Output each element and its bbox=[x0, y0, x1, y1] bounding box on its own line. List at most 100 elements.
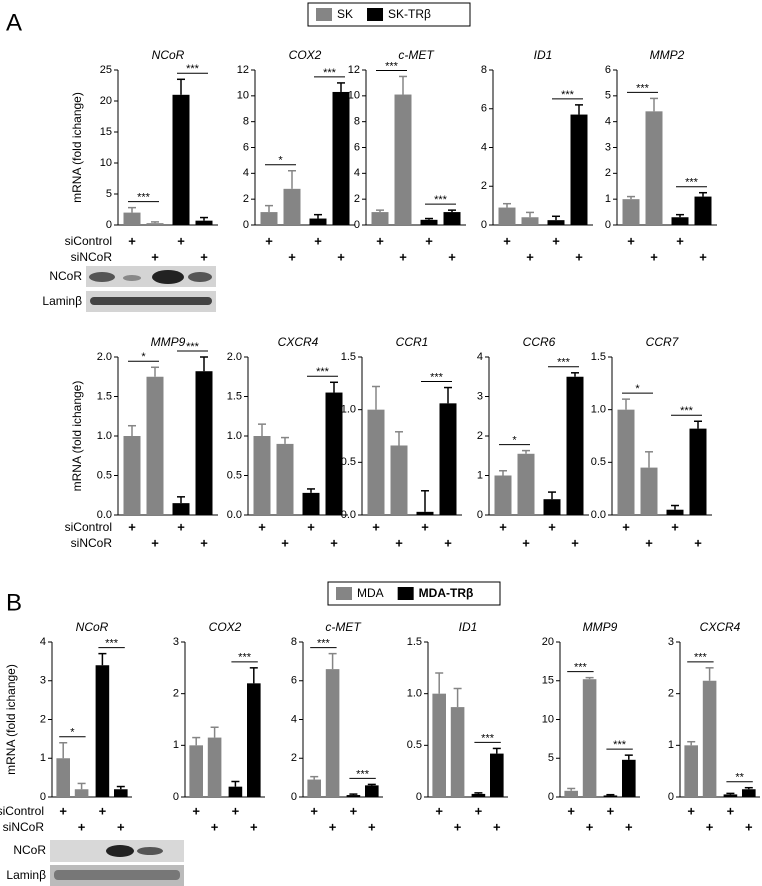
condition-mark: + bbox=[128, 233, 136, 248]
y-tick-label: 4 bbox=[605, 116, 611, 128]
condition-mark: + bbox=[372, 519, 380, 534]
y-tick-label: 8 bbox=[291, 636, 297, 648]
condition-mark: + bbox=[288, 249, 296, 264]
bar bbox=[365, 785, 379, 797]
condition-mark: + bbox=[368, 819, 376, 834]
bar bbox=[666, 509, 684, 515]
sig-label: *** bbox=[680, 405, 694, 417]
y-tick-label: 0.5 bbox=[591, 456, 606, 468]
y-tick-label: 1 bbox=[173, 739, 179, 751]
bar bbox=[253, 436, 271, 515]
chart-title: CXCR4 bbox=[700, 620, 741, 634]
y-axis-label: mRNA (fold ichange) bbox=[70, 92, 84, 203]
bar bbox=[671, 217, 689, 225]
y-tick-label: 1.0 bbox=[407, 688, 422, 700]
bar bbox=[95, 665, 110, 797]
bar-chart: c-MET 0 2 4 6 8 10 12 + + + + *** *** bbox=[348, 48, 466, 264]
y-tick-label: 12 bbox=[237, 64, 249, 76]
bar bbox=[617, 409, 635, 515]
legend-swatch bbox=[336, 587, 352, 600]
bar-chart: CXCR4 0.0 0.5 1.0 1.5 2.0 + + + + *** bbox=[227, 335, 348, 550]
bar bbox=[564, 790, 578, 797]
chart-title: COX2 bbox=[209, 620, 242, 634]
condition-mark: + bbox=[548, 519, 556, 534]
sig-label: ** bbox=[735, 772, 744, 784]
y-tick-label: 1 bbox=[40, 752, 46, 764]
y-tick-label: 0.0 bbox=[591, 509, 606, 521]
condition-mark: + bbox=[575, 249, 583, 264]
condition-mark: + bbox=[337, 249, 345, 264]
condition-mark: + bbox=[211, 819, 219, 834]
condition-mark: + bbox=[151, 535, 159, 550]
condition-label: siControl bbox=[65, 234, 112, 248]
bar bbox=[645, 111, 663, 225]
bar-chart: c-MET 0 2 4 6 8 + + + + *** *** bbox=[291, 620, 383, 834]
y-tick-label: 3 bbox=[477, 390, 483, 402]
y-tick-label: 4 bbox=[477, 351, 483, 363]
bar bbox=[228, 786, 243, 797]
y-tick-label: 20 bbox=[542, 636, 554, 648]
panel-label: A bbox=[6, 9, 22, 36]
bar-chart: MMP2 0 1 2 3 4 5 6 + + + + *** *** bbox=[605, 48, 717, 264]
y-tick-label: 4 bbox=[481, 141, 487, 153]
y-tick-label: 0 bbox=[291, 791, 297, 803]
blot bbox=[86, 266, 216, 287]
y-tick-label: 8 bbox=[243, 116, 249, 128]
bar bbox=[302, 492, 320, 515]
condition-label: siNCoR bbox=[3, 820, 45, 834]
condition-mark: + bbox=[232, 803, 240, 818]
y-tick-label: 5 bbox=[605, 90, 611, 102]
condition-mark: + bbox=[671, 519, 679, 534]
bar bbox=[371, 212, 389, 225]
band bbox=[137, 847, 163, 855]
y-tick-label: 0 bbox=[40, 791, 46, 803]
bar bbox=[566, 376, 584, 515]
bar bbox=[543, 499, 561, 515]
condition-mark: + bbox=[727, 803, 735, 818]
y-tick-label: 6 bbox=[605, 64, 611, 76]
sig-label: *** bbox=[430, 371, 444, 383]
sig-label: *** bbox=[323, 67, 337, 79]
sig-label: *** bbox=[434, 194, 448, 206]
condition-label: siControl bbox=[65, 520, 112, 534]
band bbox=[54, 870, 180, 880]
sig-label: *** bbox=[186, 63, 200, 75]
chart-title: c-MET bbox=[398, 48, 435, 62]
bar bbox=[189, 745, 203, 797]
y-tick-label: 1.0 bbox=[341, 404, 356, 416]
sig-label: *** bbox=[356, 768, 370, 780]
bar bbox=[689, 428, 707, 515]
bar bbox=[443, 212, 461, 225]
chart-title: CXCR4 bbox=[278, 335, 319, 349]
bar bbox=[260, 212, 278, 225]
chart-title: ID1 bbox=[534, 48, 553, 62]
y-tick-label: 20 bbox=[100, 95, 112, 107]
sig-label: *** bbox=[186, 341, 200, 353]
sig-label: * bbox=[70, 727, 75, 739]
band bbox=[123, 275, 141, 281]
chart-title: MMP9 bbox=[151, 335, 186, 349]
bar bbox=[325, 392, 343, 515]
sig-label: *** bbox=[685, 177, 699, 189]
bar bbox=[56, 758, 70, 797]
condition-mark: + bbox=[586, 819, 594, 834]
y-tick-label: 3 bbox=[668, 636, 674, 648]
condition-mark: + bbox=[645, 535, 653, 550]
condition-label: siControl bbox=[0, 804, 44, 818]
y-tick-label: 2 bbox=[481, 180, 487, 192]
sig-label: *** bbox=[613, 739, 627, 751]
sig-label: *** bbox=[694, 652, 708, 664]
y-tick-label: 1 bbox=[605, 193, 611, 205]
condition-mark: + bbox=[475, 803, 483, 818]
y-tick-label: 6 bbox=[291, 675, 297, 687]
condition-mark: + bbox=[627, 233, 635, 248]
y-tick-label: 0 bbox=[668, 791, 674, 803]
band bbox=[152, 270, 184, 284]
bar bbox=[547, 220, 565, 225]
condition-mark: + bbox=[650, 249, 658, 264]
y-axis-label: mRNA (fold ichange) bbox=[70, 381, 84, 492]
blots-b: NCoR Laminβ bbox=[6, 840, 184, 886]
bar bbox=[195, 371, 213, 515]
